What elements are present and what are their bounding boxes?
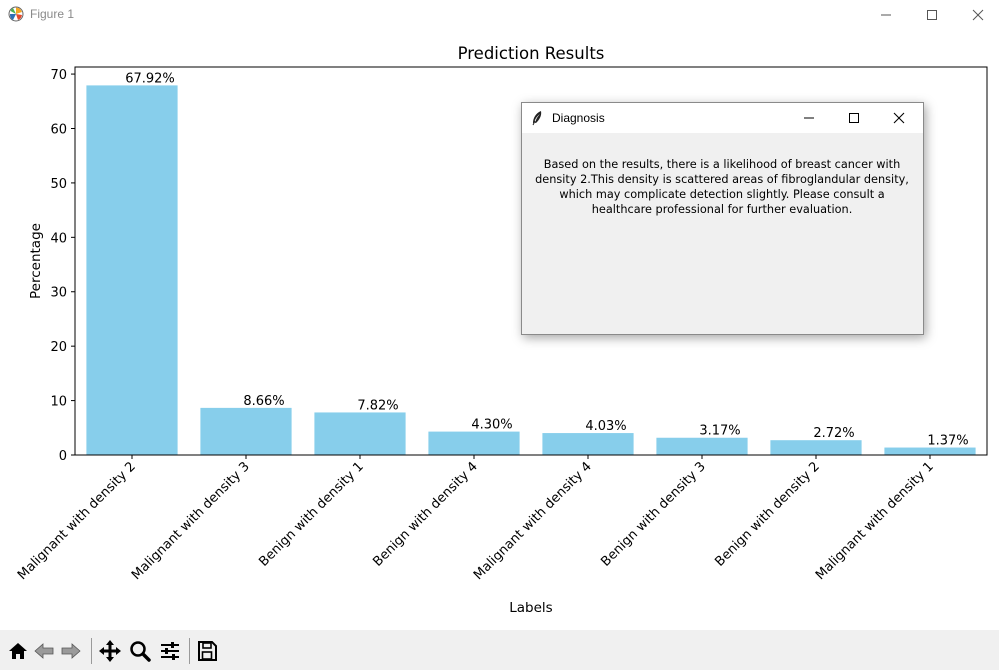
x-tick-label: Benign with density 4 — [370, 459, 480, 569]
bar — [656, 437, 748, 455]
minimize-icon — [804, 117, 814, 119]
y-tick-label: 70 — [50, 68, 67, 83]
y-tick-label: 0 — [59, 449, 67, 464]
dialog-maximize-button[interactable] — [832, 103, 876, 133]
plot-frame — [74, 66, 988, 456]
y-tick-label: 60 — [50, 122, 67, 137]
minimize-icon — [881, 14, 891, 16]
matplotlib-app-icon — [8, 6, 24, 22]
diagnosis-dialog: Diagnosis Based on the results, there is… — [521, 102, 924, 335]
bar — [200, 407, 292, 455]
dialog-message: Based on the results, there is a likelih… — [535, 158, 909, 216]
y-tick-label: 10 — [50, 395, 67, 410]
bar — [884, 447, 976, 455]
minimize-button[interactable] — [863, 0, 909, 30]
y-tick-label: 40 — [50, 231, 67, 246]
y-tick-label: 50 — [50, 177, 67, 192]
bar-value-label: 1.37% — [927, 434, 968, 449]
x-tick-label: Malignant with density 1 — [813, 459, 937, 583]
dialog-titlebar[interactable]: Diagnosis — [522, 103, 923, 133]
x-tick-label: Malignant with density 2 — [15, 459, 139, 583]
x-tick-label: Benign with density 2 — [712, 459, 822, 569]
configure-subplots-icon — [161, 642, 179, 660]
bar — [314, 412, 406, 455]
maximize-icon — [849, 113, 859, 123]
save-icon — [198, 641, 217, 661]
y-tick-label: 20 — [50, 340, 67, 355]
toolbar-separator — [91, 638, 92, 664]
bar-value-label: 4.03% — [585, 419, 626, 434]
bar-value-label: 4.30% — [471, 418, 512, 433]
x-tick-label: Malignant with density 3 — [129, 459, 253, 583]
toolbar-separator — [189, 638, 190, 664]
forward-button[interactable] — [58, 638, 84, 664]
maximize-icon — [927, 10, 937, 20]
configure-subplots-button[interactable] — [157, 638, 183, 664]
bar — [428, 431, 520, 455]
feather-icon — [532, 111, 542, 126]
home-icon — [9, 643, 27, 659]
y-tick-label: 30 — [50, 286, 67, 301]
zoom-icon — [130, 641, 151, 662]
zoom-button[interactable] — [127, 638, 153, 664]
maximize-button[interactable] — [909, 0, 955, 30]
home-button[interactable] — [5, 638, 31, 664]
navigation-toolbar — [0, 630, 999, 670]
x-tick-label: Benign with density 3 — [598, 459, 708, 569]
back-arrow-icon — [34, 643, 54, 659]
bar — [86, 85, 178, 456]
bar-value-label: 67.92% — [125, 71, 175, 86]
close-icon — [972, 9, 984, 21]
back-button[interactable] — [31, 638, 57, 664]
save-button[interactable] — [194, 638, 220, 664]
dialog-minimize-button[interactable] — [787, 103, 831, 133]
close-icon — [893, 112, 905, 124]
bar-value-label: 8.66% — [243, 394, 284, 409]
bar — [542, 433, 634, 455]
dialog-title: Diagnosis — [552, 111, 605, 125]
close-button[interactable] — [955, 0, 999, 30]
bar-value-label: 2.72% — [813, 426, 854, 441]
y-axis-label: Percentage — [28, 223, 44, 299]
forward-arrow-icon — [61, 643, 81, 659]
x-tick-label: Benign with density 1 — [256, 459, 366, 569]
bar — [770, 440, 862, 455]
window-titlebar: Figure 1 — [0, 0, 999, 30]
figure-canvas[interactable]: Prediction Results 67.92% 8.66% 7.82% 4.30%… — [0, 30, 999, 630]
chart-title: Prediction Results — [458, 44, 605, 63]
pan-icon — [99, 640, 121, 662]
x-axis-label: Labels — [509, 600, 552, 616]
bar-chart: Prediction Results 67.92% 8.66% 7.82% 4.30%… — [15, 44, 988, 616]
window-title: Figure 1 — [30, 7, 75, 21]
pan-button[interactable] — [97, 638, 123, 664]
bar-value-label: 3.17% — [699, 424, 740, 439]
bar-value-label: 7.82% — [357, 398, 398, 413]
dialog-close-button[interactable] — [877, 103, 921, 133]
x-tick-label: Malignant with density 4 — [471, 459, 595, 583]
